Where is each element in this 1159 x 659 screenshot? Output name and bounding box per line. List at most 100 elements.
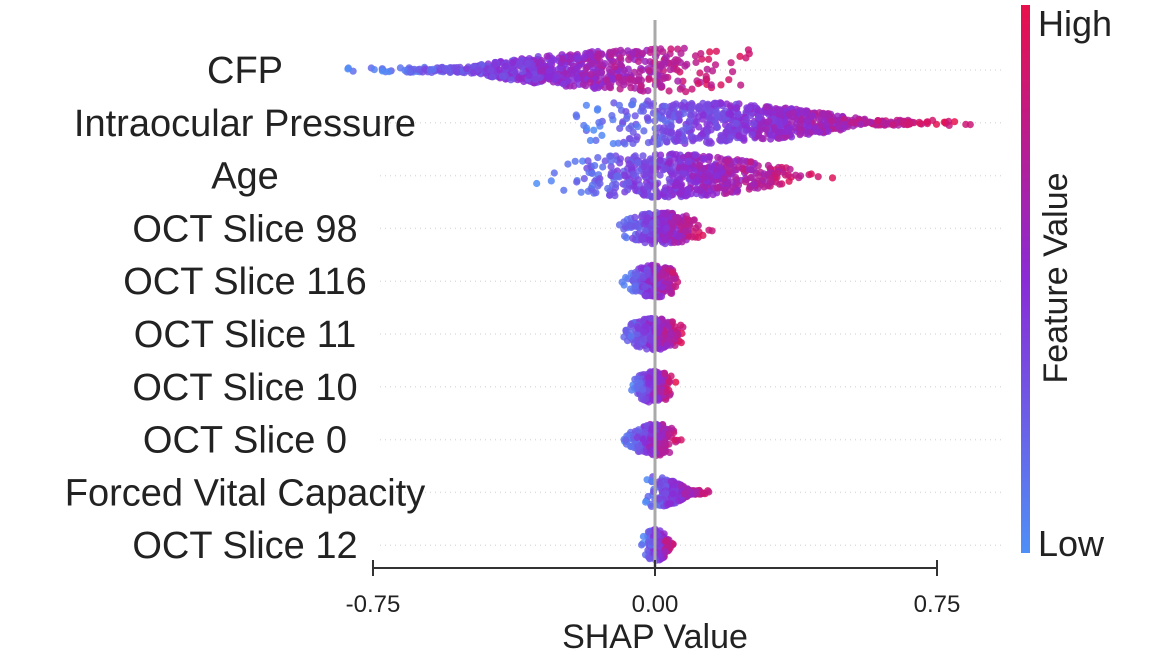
- shap-point: [720, 175, 728, 183]
- shap-point: [665, 430, 673, 438]
- shap-point: [923, 118, 931, 126]
- shap-point: [756, 127, 764, 135]
- shap-point: [748, 131, 756, 139]
- shap-point: [695, 123, 703, 131]
- shap-point: [699, 231, 707, 239]
- shap-point: [765, 117, 773, 125]
- shap-point: [767, 175, 775, 183]
- shap-point: [667, 330, 675, 338]
- shap-point: [814, 173, 822, 181]
- shap-point: [594, 154, 602, 162]
- shap-point: [554, 72, 562, 80]
- shap-point: [507, 76, 515, 84]
- shap-point: [599, 163, 607, 171]
- shap-point: [663, 108, 671, 116]
- shap-point: [646, 335, 654, 343]
- shap-point: [591, 162, 599, 170]
- shap-point: [696, 69, 704, 77]
- shap-point: [713, 111, 721, 119]
- shap-point: [370, 66, 378, 74]
- shap-point: [828, 174, 837, 182]
- colorbar-title: Feature Value: [1037, 172, 1075, 383]
- shap-point: [667, 477, 675, 486]
- shap-point: [759, 135, 767, 143]
- shap-point: [669, 490, 677, 498]
- shap-point: [545, 67, 553, 75]
- shap-point: [657, 270, 665, 278]
- shap-point: [692, 58, 700, 66]
- shap-point: [665, 87, 673, 95]
- shap-point: [723, 157, 732, 165]
- shap-point: [677, 339, 685, 347]
- shap-point: [631, 282, 639, 290]
- shap-point: [647, 477, 656, 485]
- shap-point: [660, 74, 668, 82]
- shap-point: [672, 179, 681, 187]
- shap-point: [442, 65, 450, 74]
- shap-point: [667, 122, 675, 130]
- shap-point: [899, 118, 907, 126]
- shap-point: [531, 75, 539, 83]
- shap-point: [784, 171, 792, 179]
- shap-point: [736, 52, 744, 61]
- shap-point: [811, 124, 819, 132]
- shap-point: [621, 232, 629, 240]
- shap-point: [629, 50, 637, 58]
- shap-point: [661, 548, 669, 556]
- shap-point: [519, 67, 527, 76]
- shap-point: [642, 292, 650, 300]
- shap-point: [660, 448, 668, 456]
- shap-point: [690, 216, 698, 224]
- shap-point: [740, 134, 748, 142]
- shap-point: [645, 75, 653, 83]
- x-axis: -0.75 0.00 0.75: [346, 560, 960, 618]
- shap-point: [703, 65, 711, 73]
- shap-point: [662, 388, 670, 396]
- shap-point: [719, 116, 727, 124]
- shap-point: [762, 103, 770, 111]
- shap-point: [863, 118, 871, 126]
- shap-point: [627, 442, 635, 450]
- shap-point: [929, 116, 937, 124]
- shap-point: [727, 59, 735, 67]
- shap-point: [666, 500, 675, 508]
- x-axis-title: SHAP Value: [562, 618, 748, 656]
- shap-point: [620, 171, 628, 179]
- shap-point: [672, 56, 680, 64]
- shap-point: [693, 176, 701, 184]
- shap-point: [698, 489, 706, 497]
- shap-point: [684, 157, 692, 165]
- shap-point: [677, 482, 685, 490]
- shap-point: [679, 77, 687, 85]
- shap-point: [659, 115, 667, 123]
- shap-point: [775, 117, 783, 125]
- shap-point: [782, 133, 790, 141]
- shap-point: [590, 126, 598, 134]
- shap-point: [680, 163, 688, 171]
- shap-point: [559, 80, 568, 88]
- shap-point: [634, 123, 642, 131]
- shap-point: [945, 117, 953, 125]
- shap-point: [721, 186, 729, 194]
- shap-point: [807, 170, 815, 178]
- shap-point: [559, 55, 567, 63]
- shap-point: [586, 50, 594, 58]
- shap-point: [640, 335, 649, 343]
- shap-point: [587, 71, 595, 79]
- shap-point: [658, 82, 666, 90]
- shap-point: [550, 169, 558, 177]
- shap-point: [544, 73, 553, 81]
- shap-point: [748, 174, 756, 182]
- shap-point: [639, 274, 647, 282]
- shap-point: [659, 48, 667, 56]
- shap-point: [712, 100, 720, 108]
- shap-point: [667, 45, 675, 53]
- shap-point: [620, 75, 629, 83]
- feature-row: Forced Vital Capacity: [65, 472, 1005, 514]
- shap-point: [623, 114, 631, 123]
- shap-point: [573, 65, 581, 73]
- shap-point: [406, 68, 414, 76]
- shap-point: [668, 424, 676, 432]
- shap-point: [635, 324, 643, 332]
- shap-point: [695, 161, 704, 169]
